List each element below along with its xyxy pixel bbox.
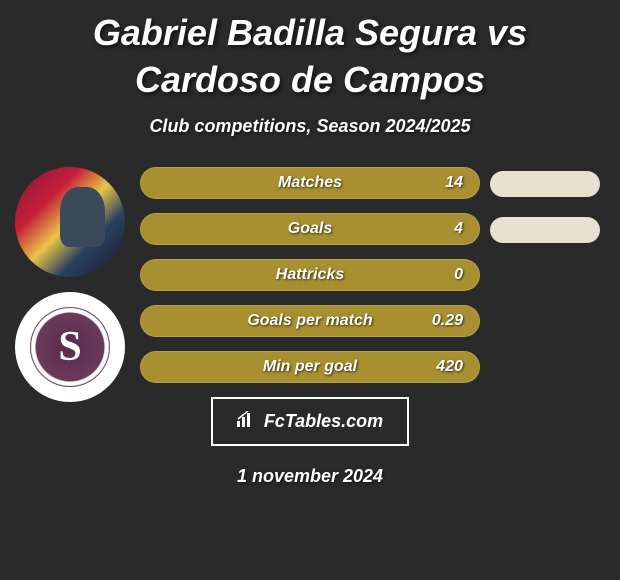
stat-row: Matches 14: [140, 167, 480, 199]
stat-value: 420: [436, 358, 463, 376]
avatar-column: S: [10, 167, 130, 417]
stat-bar-hattricks: Hattricks 0: [140, 259, 480, 291]
stat-bar-matches: Matches 14: [140, 167, 480, 199]
club-badge: S: [30, 307, 110, 387]
stat-row: Min per goal 420: [140, 351, 480, 383]
stat-bar-goals: Goals 4: [140, 213, 480, 245]
chart-icon: [237, 411, 255, 432]
right-column: [490, 167, 610, 263]
stat-row: Goals 4: [140, 213, 480, 245]
stat-value: 0: [454, 266, 463, 284]
stat-row: Hattricks 0: [140, 259, 480, 291]
stat-label: Goals per match: [247, 312, 372, 330]
stat-row: Goals per match 0.29: [140, 305, 480, 337]
right-pill-goals: [490, 217, 600, 243]
page-title: Gabriel Badilla Segura vs Cardoso de Cam…: [0, 0, 620, 104]
club-avatar: S: [15, 292, 125, 402]
subtitle: Club competitions, Season 2024/2025: [0, 116, 620, 137]
stats-content: S Matches 14 Goals 4 Hattricks 0 Goals p…: [0, 167, 620, 383]
bars-column: Matches 14 Goals 4 Hattricks 0 Goals per…: [140, 167, 480, 383]
brand-box: FcTables.com: [211, 397, 409, 446]
brand-text: FcTables.com: [264, 411, 383, 431]
stat-value: 0.29: [432, 312, 463, 330]
stat-label: Matches: [278, 174, 342, 192]
stat-bar-mpg: Min per goal 420: [140, 351, 480, 383]
stat-label: Goals: [288, 220, 332, 238]
footer-date: 1 november 2024: [0, 466, 620, 487]
stat-label: Hattricks: [276, 266, 344, 284]
stat-value: 4: [454, 220, 463, 238]
right-pill-matches: [490, 171, 600, 197]
stat-bar-gpm: Goals per match 0.29: [140, 305, 480, 337]
stat-label: Min per goal: [263, 358, 357, 376]
player-avatar: [15, 167, 125, 277]
stat-value: 14: [445, 174, 463, 192]
